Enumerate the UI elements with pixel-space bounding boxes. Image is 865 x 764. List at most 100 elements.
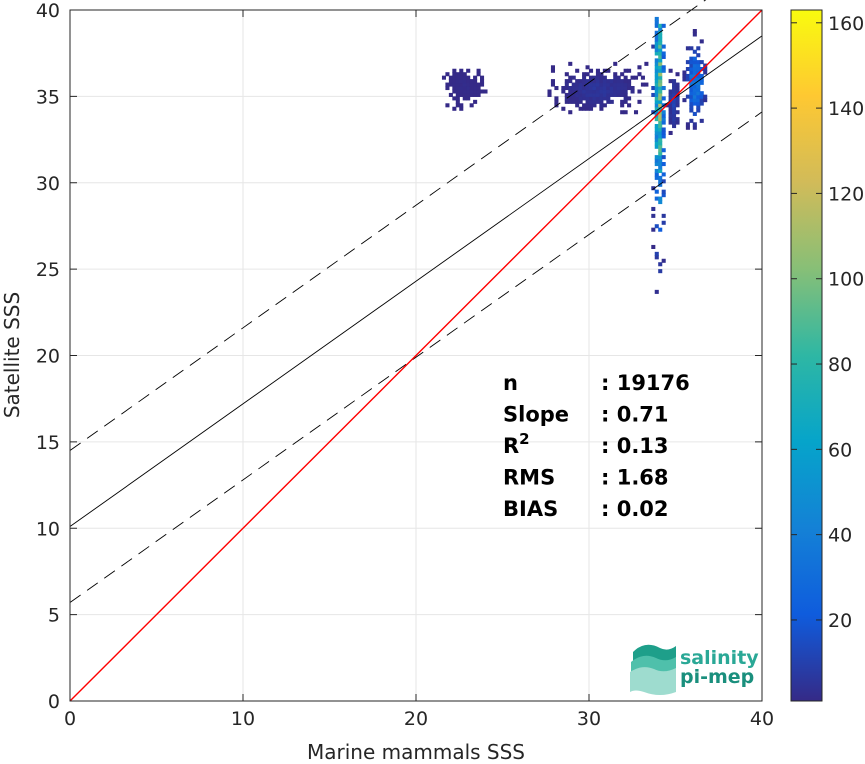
density-cell-4-55	[469, 92, 474, 97]
y-tick-label-2: 10	[36, 518, 60, 540]
density-cell-0-97	[658, 54, 663, 59]
density-cell-3-139	[613, 89, 618, 94]
density-cell-3-81	[589, 82, 594, 87]
density-cell-3-87	[592, 96, 597, 101]
density-cell-1-40	[692, 77, 697, 82]
density-cell-0-88	[658, 86, 663, 91]
density-cell-0-23	[654, 137, 659, 142]
density-cell-0-31	[654, 106, 659, 111]
density-cell-1-74	[699, 73, 704, 78]
density-cell-0-104	[658, 30, 663, 35]
density-cell-3-28	[568, 61, 573, 66]
density-cell-3-21	[568, 99, 573, 104]
density-cell-3-51	[578, 82, 583, 87]
density-cell-4-16	[452, 72, 457, 77]
density-cell-3-167	[623, 82, 628, 87]
density-cell-3-125	[606, 96, 611, 101]
density-cell-0-94	[658, 65, 663, 70]
density-cell-4-43	[462, 79, 467, 84]
density-cell-1-46	[692, 56, 697, 61]
density-cell-3-71	[585, 79, 590, 84]
density-cell-3-64	[585, 103, 590, 108]
density-cell-0-123	[661, 110, 666, 115]
colorbar-tick-label-3: 80	[828, 354, 852, 376]
density-cell-1-60	[696, 73, 701, 78]
density-cell-2-15	[672, 120, 677, 125]
density-cell-4-63	[473, 86, 478, 91]
density-cell-3-89	[592, 89, 597, 94]
density-cell-4-28	[459, 106, 464, 111]
density-cell-0-33	[654, 99, 659, 104]
density-cell-0-122	[661, 113, 666, 118]
density-cell-4-26	[455, 75, 460, 80]
density-cell-3-94	[595, 99, 600, 104]
density-cell-1-67	[699, 118, 704, 123]
density-cell-0-131	[661, 44, 666, 49]
density-cell-3-49	[578, 89, 583, 94]
density-cell-0-53	[654, 23, 659, 28]
density-cell-0-79	[658, 117, 663, 122]
density-cell-1-42	[692, 70, 697, 75]
density-cell-3-171	[627, 103, 632, 108]
density-cell-0-24	[654, 134, 659, 139]
density-cell-3-73	[585, 65, 590, 70]
density-cell-3-86	[592, 99, 597, 104]
density-cell-1-55	[696, 91, 701, 96]
density-cell-3-178	[630, 86, 635, 91]
density-cell-0-95	[658, 61, 663, 66]
density-cell-3-70	[585, 82, 590, 87]
density-cell-1-16	[689, 98, 694, 103]
density-cell-0-61	[658, 182, 663, 187]
density-cell-3-83	[589, 75, 594, 80]
density-cell-4-53	[466, 68, 471, 73]
density-cell-1-70	[699, 94, 704, 99]
density-cell-3-183	[637, 89, 642, 94]
density-cell-3-119	[602, 86, 607, 91]
density-cell-0-130	[661, 51, 666, 56]
density-cell-1-77	[699, 39, 704, 44]
density-cell-4-65	[473, 79, 478, 84]
density-cell-0-107	[661, 258, 666, 263]
density-cell-1-28	[689, 56, 694, 61]
density-cell-0-22	[654, 141, 659, 146]
density-cell-3-172	[627, 96, 632, 101]
density-cell-4-31	[459, 89, 464, 94]
density-cell-0-129	[661, 54, 666, 59]
density-cell-4-67	[476, 92, 481, 97]
density-cell-3-127	[606, 89, 611, 94]
density-cell-3-10	[561, 106, 566, 111]
density-cell-4-21	[455, 92, 460, 97]
colorbar-tick-label-7: 160	[828, 13, 864, 35]
density-cell-1-34	[692, 98, 697, 103]
density-cell-1-43	[692, 67, 697, 72]
density-cell-0-96	[658, 58, 663, 63]
density-cell-4-34	[459, 79, 464, 84]
density-cell-3-141	[613, 82, 618, 87]
density-cell-4-5	[448, 92, 453, 97]
density-cell-3-35	[571, 75, 576, 80]
density-cell-4-15	[452, 75, 457, 80]
density-cell-3-164	[623, 92, 628, 97]
density-cell-4-66	[473, 75, 478, 80]
density-cell-3-44	[575, 68, 580, 73]
density-cell-0-48	[654, 44, 659, 49]
density-cell-0-59	[658, 200, 663, 205]
density-cell-1-33	[692, 101, 697, 106]
density-cell-0-26	[654, 127, 659, 132]
density-cell-0-54	[654, 20, 659, 25]
density-cell-3-58	[582, 86, 587, 91]
density-cell-4-54	[469, 103, 474, 108]
y-tick-label-1: 5	[48, 605, 60, 627]
density-cell-0-78	[658, 120, 663, 125]
y-tick-label-7: 35	[36, 86, 60, 108]
density-cell-3-156	[620, 89, 625, 94]
stat-label-4: BIAS	[503, 497, 558, 521]
density-cell-3-146	[616, 92, 621, 97]
density-cell-3-188	[644, 82, 649, 87]
density-cell-3-98	[595, 86, 600, 91]
density-cell-0-100	[658, 44, 663, 49]
density-cell-0-41	[654, 72, 659, 77]
density-cell-1-47	[692, 49, 697, 54]
identity-line	[69, 9, 763, 702]
density-cell-4-57	[469, 86, 474, 91]
